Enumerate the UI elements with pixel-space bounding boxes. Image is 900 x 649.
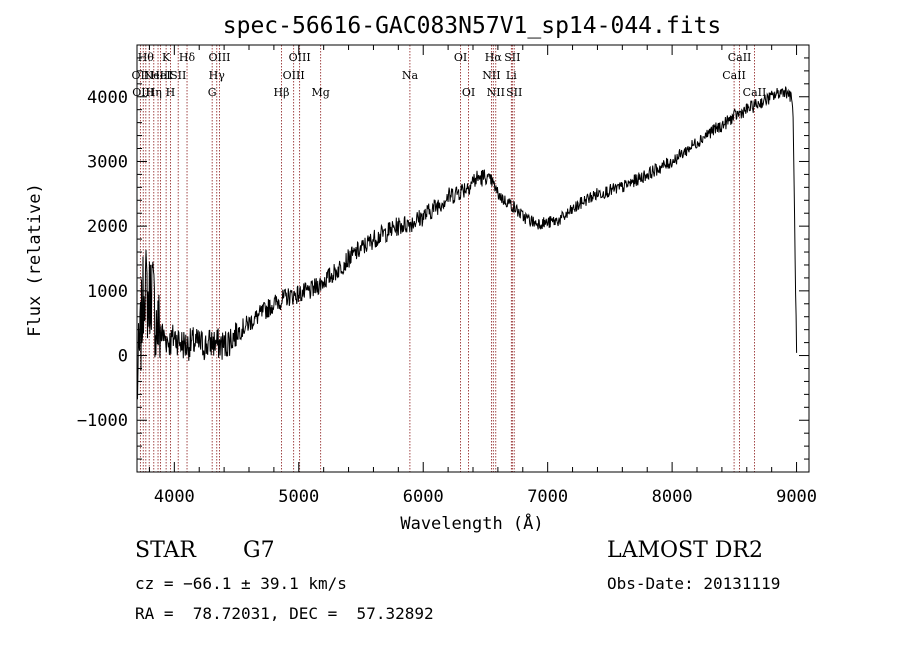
line-label: HeI (150, 69, 170, 82)
y-tick-label: 2000 (87, 217, 128, 237)
y-tick-label: 1000 (87, 282, 128, 302)
line-label: Hβ (274, 86, 290, 99)
y-tick-label: 4000 (87, 88, 128, 108)
y-axis-label: Flux (relative) (25, 183, 45, 337)
spectrum-line (136, 86, 798, 400)
coordinates-readout: RA = 78.72031, DEC = 57.32892 (135, 604, 434, 623)
object-subclass: G7 (243, 538, 275, 563)
line-label: OIII (208, 51, 230, 64)
line-label: Hδ (179, 51, 196, 64)
line-label: OII (132, 69, 150, 82)
line-label: OIII (132, 86, 154, 99)
line-label: Na (402, 69, 419, 82)
x-tick-label: 4000 (154, 487, 195, 507)
y-tick-label: 0 (118, 347, 128, 367)
x-tick-label: 8000 (652, 487, 693, 507)
line-label: G (208, 86, 217, 99)
object-class: STAR (135, 538, 196, 563)
line-label: NII (482, 69, 500, 82)
x-axis-ticks: 4000 5000 6000 7000 8000 9000 (148, 45, 817, 507)
line-label: OIII (283, 69, 305, 82)
obs-date: Obs-Date: 20131119 (607, 574, 781, 593)
x-tick-label: 6000 (403, 487, 444, 507)
spectrum-series (136, 86, 798, 400)
y-tick-label: 3000 (87, 152, 128, 172)
y-axis-ticks: −1000 0 1000 2000 3000 4000 (77, 57, 809, 460)
x-tick-label: 5000 (278, 487, 319, 507)
line-label: OI (454, 51, 467, 64)
line-label: Hγ (209, 69, 226, 82)
x-tick-label: 7000 (527, 487, 568, 507)
redshift-readout: cz = −66.1 ± 39.1 km/s (135, 574, 347, 593)
y-tick-label: −1000 (77, 411, 128, 431)
x-tick-label: 9000 (776, 487, 817, 507)
line-label: SII (504, 51, 520, 64)
chart-title: spec-56616-GAC083N57V1_sp14-044.fits (223, 13, 722, 39)
line-label: OIII (289, 51, 311, 64)
line-label: OI (462, 86, 475, 99)
plot-frame (136, 44, 810, 473)
line-label: K (162, 51, 171, 64)
survey-name: LAMOST DR2 (607, 538, 763, 563)
line-label: Li (506, 69, 517, 82)
x-axis-label: Wavelength (Å) (400, 512, 543, 534)
line-label: CaII (743, 86, 767, 99)
line-label: NeIII (143, 69, 172, 82)
line-label: SII (170, 69, 186, 82)
line-label: Hθ (138, 51, 155, 64)
line-label: Hη (146, 86, 162, 99)
line-label: Hα (485, 51, 503, 64)
line-label: Mg (312, 86, 330, 99)
line-label: CaII (722, 69, 746, 82)
line-label: NII (487, 86, 505, 99)
line-label: SII (506, 86, 522, 99)
line-label: CaII (728, 51, 752, 64)
spectral-line-markers (139, 45, 755, 472)
line-label: H (166, 86, 176, 99)
